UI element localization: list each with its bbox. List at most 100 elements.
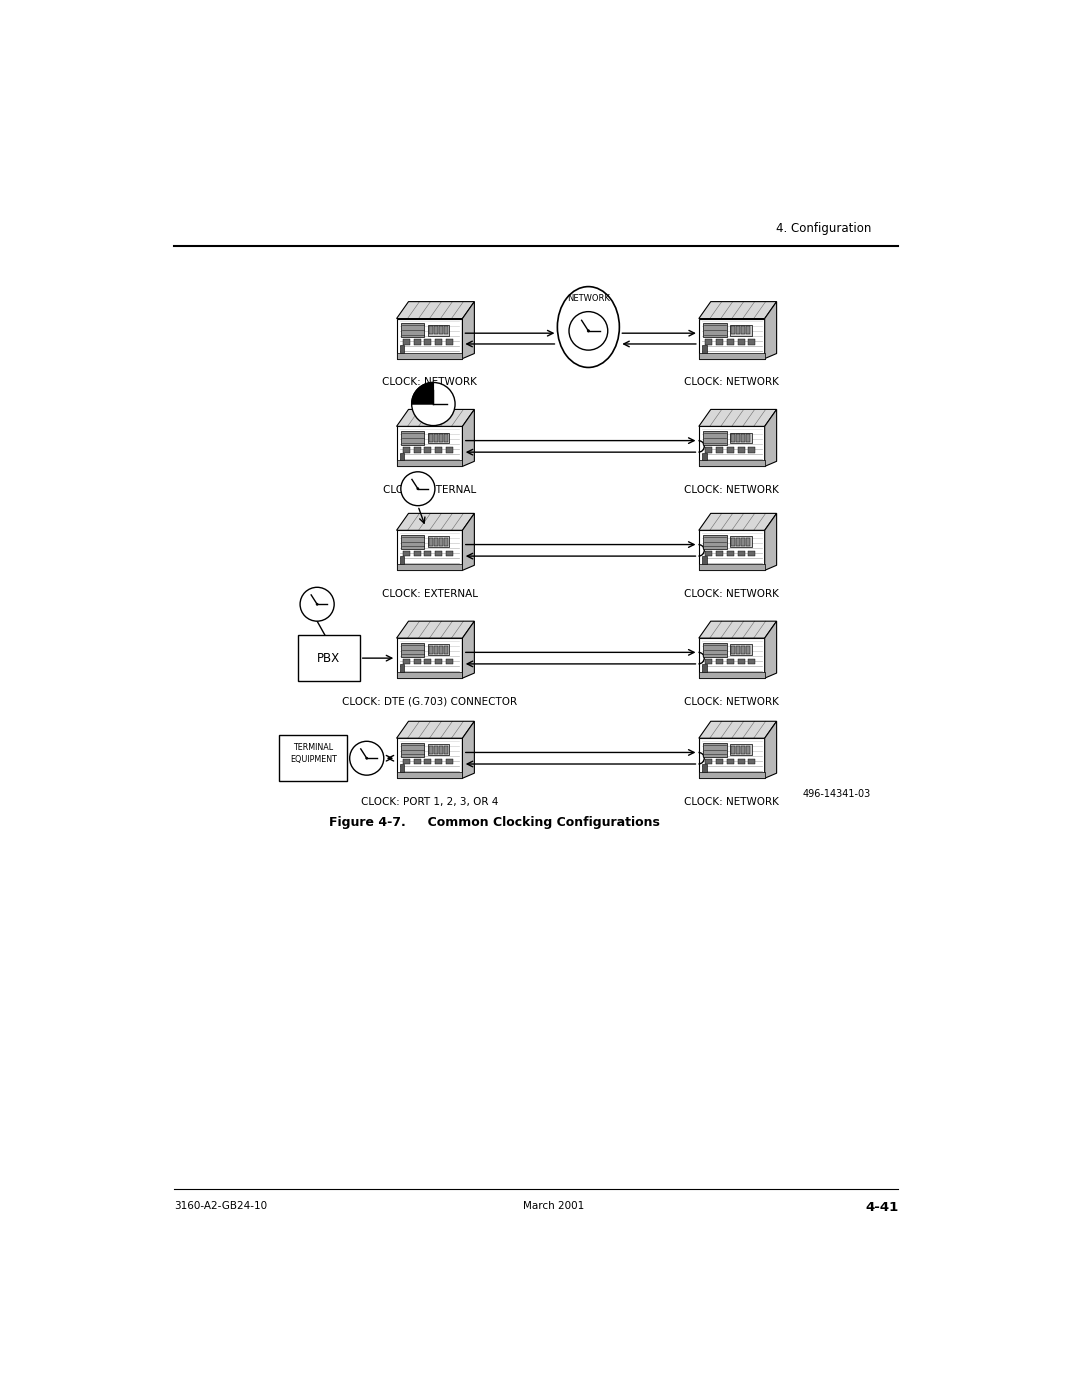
Polygon shape (765, 409, 777, 467)
Bar (403, 550, 409, 556)
Bar (716, 550, 723, 556)
Polygon shape (396, 409, 474, 426)
Bar (400, 764, 404, 774)
Bar (403, 339, 409, 345)
Polygon shape (699, 302, 777, 319)
Bar (742, 645, 745, 654)
Circle shape (350, 742, 383, 775)
Bar (748, 550, 755, 556)
Text: CLOCK: NETWORK: CLOCK: NETWORK (685, 588, 779, 599)
Bar (705, 550, 712, 556)
Bar (737, 327, 740, 334)
Bar (748, 659, 755, 665)
Polygon shape (765, 302, 777, 359)
Text: TERMINAL
EQUIPMENT: TERMINAL EQUIPMENT (289, 743, 337, 764)
Bar (703, 432, 727, 444)
Polygon shape (396, 319, 462, 359)
Bar (737, 746, 740, 753)
Bar (730, 433, 752, 443)
Polygon shape (699, 513, 777, 531)
Bar (742, 746, 745, 753)
Bar (737, 645, 740, 654)
Ellipse shape (557, 286, 619, 367)
Bar (401, 323, 424, 337)
Bar (424, 339, 431, 345)
Bar (748, 759, 755, 764)
Bar (435, 447, 443, 453)
Bar (400, 453, 404, 462)
Bar (396, 773, 462, 778)
Bar (403, 447, 409, 453)
Polygon shape (396, 513, 474, 531)
Polygon shape (699, 531, 765, 570)
Bar (396, 461, 462, 467)
Bar (702, 665, 706, 673)
Polygon shape (396, 302, 474, 319)
Text: NETWORK: NETWORK (567, 293, 610, 303)
Bar (396, 672, 462, 678)
Polygon shape (396, 622, 474, 638)
Bar (414, 339, 420, 345)
Bar (716, 759, 723, 764)
Bar (737, 434, 740, 441)
Bar (434, 746, 437, 753)
Text: CLOCK: EXTERNAL: CLOCK: EXTERNAL (381, 588, 477, 599)
Bar (440, 645, 443, 654)
Bar (738, 447, 744, 453)
Bar (699, 352, 765, 359)
Bar (742, 538, 745, 546)
Bar (731, 434, 734, 441)
Bar (746, 327, 750, 334)
Bar (730, 324, 752, 335)
Bar (746, 538, 750, 546)
Circle shape (588, 330, 590, 332)
Bar (746, 746, 750, 753)
Bar (440, 746, 443, 753)
Bar (435, 339, 443, 345)
Bar (727, 759, 733, 764)
Bar (396, 564, 462, 570)
Bar (748, 447, 755, 453)
Polygon shape (699, 721, 777, 738)
Bar (428, 536, 449, 548)
Bar (703, 535, 727, 549)
Bar (727, 659, 733, 665)
Bar (429, 327, 433, 334)
Text: CLOCK: NETWORK: CLOCK: NETWORK (685, 697, 779, 707)
Circle shape (569, 312, 608, 351)
Bar (703, 643, 727, 657)
Bar (279, 735, 348, 781)
Bar (401, 432, 424, 444)
Polygon shape (699, 638, 765, 678)
Text: 4-41: 4-41 (865, 1201, 899, 1214)
Bar (731, 538, 734, 546)
Bar (727, 339, 733, 345)
Bar (742, 327, 745, 334)
Bar (414, 659, 420, 665)
Bar (446, 659, 454, 665)
Polygon shape (396, 531, 462, 570)
Polygon shape (699, 319, 765, 359)
Text: 4. Configuration: 4. Configuration (775, 222, 872, 235)
Polygon shape (462, 513, 474, 570)
Bar (435, 550, 443, 556)
Bar (435, 759, 443, 764)
Bar (730, 745, 752, 756)
Bar (705, 659, 712, 665)
Bar (748, 339, 755, 345)
Polygon shape (396, 738, 462, 778)
Polygon shape (765, 721, 777, 778)
Bar (727, 550, 733, 556)
Bar (428, 433, 449, 443)
Bar (730, 536, 752, 548)
Text: CLOCK: DTE (G.703) CONNECTOR: CLOCK: DTE (G.703) CONNECTOR (342, 697, 517, 707)
Polygon shape (462, 409, 474, 467)
Bar (742, 434, 745, 441)
Bar (434, 327, 437, 334)
Bar (434, 538, 437, 546)
Bar (699, 672, 765, 678)
Bar (401, 743, 424, 757)
Bar (401, 535, 424, 549)
Bar (738, 550, 744, 556)
Bar (737, 538, 740, 546)
